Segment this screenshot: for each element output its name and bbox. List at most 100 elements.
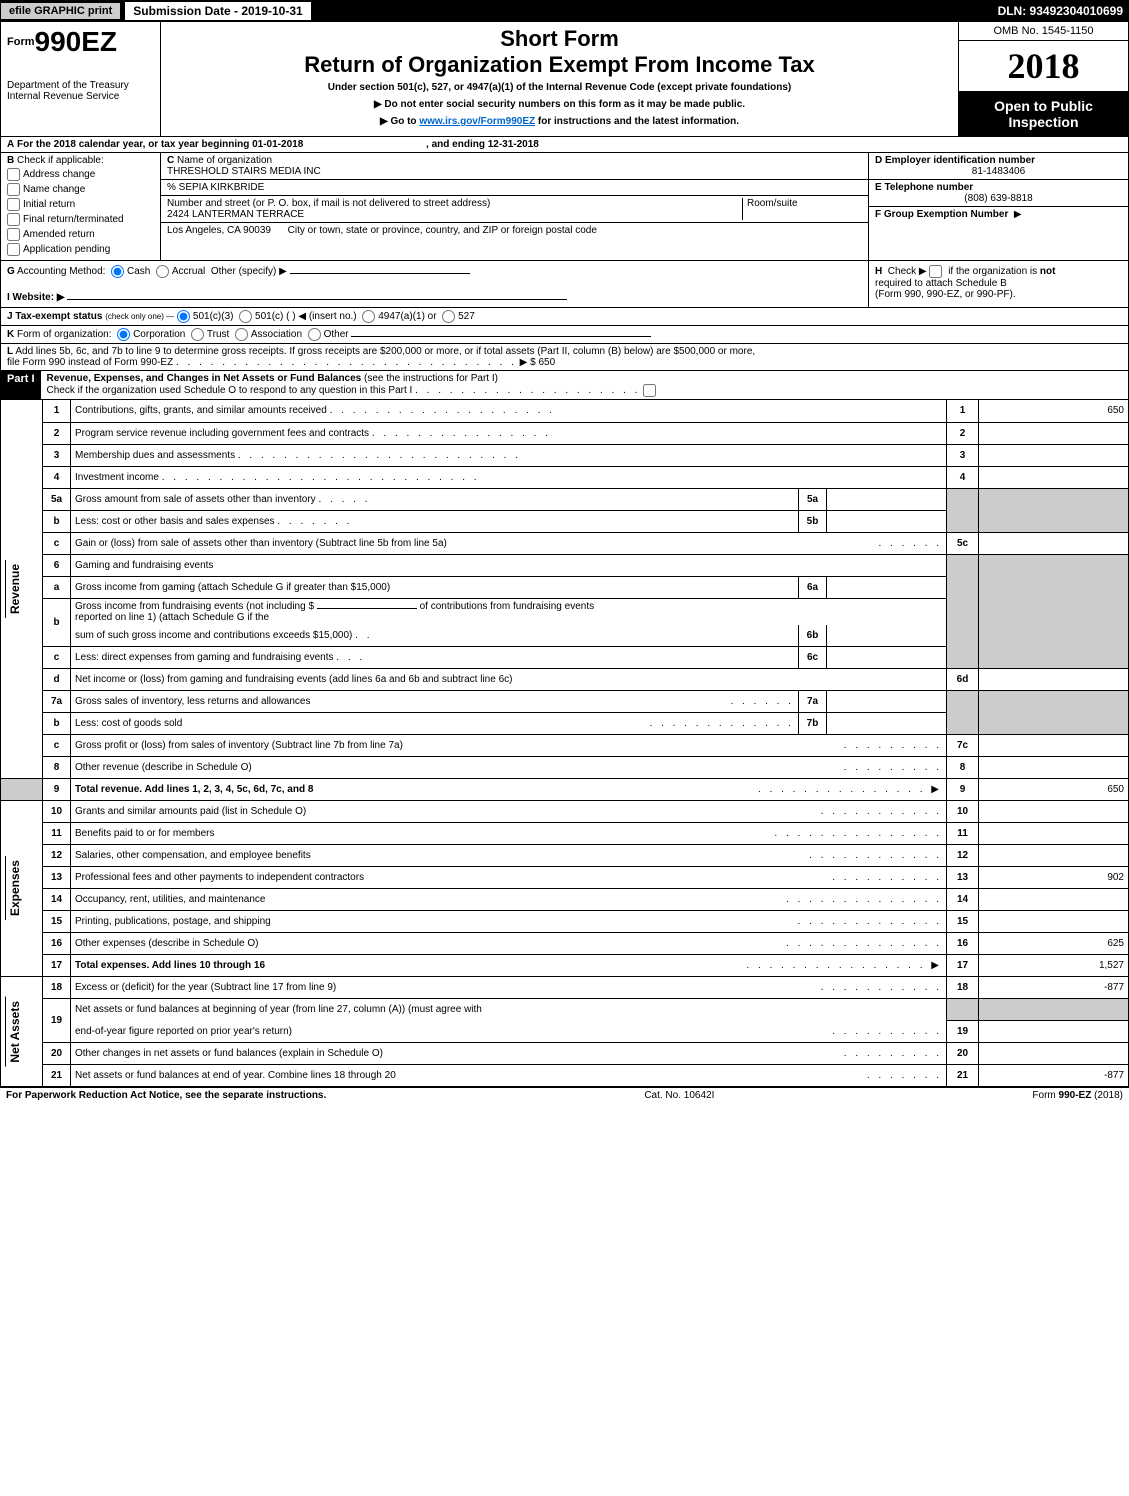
line6b-desc2: of contributions from fundraising events xyxy=(420,601,595,612)
chk-amended-return[interactable]: Amended return xyxy=(7,228,154,241)
line8-no: 8 xyxy=(43,757,71,779)
part1-title-wrap: Revenue, Expenses, and Changes in Net As… xyxy=(41,371,1128,399)
line4-no: 4 xyxy=(43,466,71,488)
chk-name-change[interactable]: Name change xyxy=(7,183,154,196)
h-text3: required to attach Schedule B xyxy=(875,278,1007,289)
chk-initial-return[interactable]: Initial return xyxy=(7,198,154,211)
radio-accrual[interactable] xyxy=(156,265,169,278)
line21-box: 21 xyxy=(947,1065,979,1087)
side-9 xyxy=(1,779,43,801)
line7b-no: b xyxy=(43,713,71,735)
line-5c: c Gain or (loss) from sale of assets oth… xyxy=(1,532,1129,554)
line11-amt xyxy=(979,823,1129,845)
city-value: Los Angeles, CA 90039 xyxy=(167,225,271,236)
other-specify-input[interactable] xyxy=(290,273,470,274)
line7c-no: c xyxy=(43,735,71,757)
line12-box: 12 xyxy=(947,845,979,867)
line18-box: 18 xyxy=(947,977,979,999)
line6d-no: d xyxy=(43,669,71,691)
col-h: H Check ▶ if the organization is not req… xyxy=(868,261,1128,307)
irs-link[interactable]: www.irs.gov/Form990EZ xyxy=(419,116,535,127)
chk-final-return[interactable]: Final return/terminated xyxy=(7,213,154,226)
line-11: 11 Benefits paid to or for members . . .… xyxy=(1,823,1129,845)
line3-desc: Membership dues and assessments xyxy=(75,450,235,461)
radio-501c3[interactable] xyxy=(177,310,190,323)
line6b-desc3: reported on line 1) (attach Schedule G i… xyxy=(75,612,269,623)
line-9: 9 Total revenue. Add lines 1, 2, 3, 4, 5… xyxy=(1,779,1129,801)
line15-box: 15 xyxy=(947,911,979,933)
line13-no: 13 xyxy=(43,867,71,889)
line5a-subamt xyxy=(827,488,947,510)
line-17: 17 Total expenses. Add lines 10 through … xyxy=(1,955,1129,977)
line6-no: 6 xyxy=(43,554,71,576)
line17-box: 17 xyxy=(947,955,979,977)
line7b-subamt xyxy=(827,713,947,735)
website-input[interactable] xyxy=(67,299,567,300)
line4-amt xyxy=(979,466,1129,488)
line16-box: 16 xyxy=(947,933,979,955)
col-g: G Accounting Method: Cash Accrual Other … xyxy=(1,261,868,307)
line6b-desc1: Gross income from fundraising events (no… xyxy=(75,601,314,612)
phone-row: E Telephone number (808) 639-8818 xyxy=(869,180,1128,207)
footer: For Paperwork Reduction Act Notice, see … xyxy=(0,1087,1129,1103)
e-label: E Telephone number xyxy=(875,182,973,193)
line6b-sub: 6b xyxy=(799,625,827,647)
radio-trust[interactable] xyxy=(191,328,204,341)
dept-treasury: Department of the Treasury xyxy=(7,80,154,91)
c-label: C xyxy=(167,155,174,166)
other-org-input[interactable] xyxy=(351,336,651,337)
top-bar: efile GRAPHIC print Submission Date - 20… xyxy=(0,0,1129,22)
radio-corp[interactable] xyxy=(117,328,130,341)
care-of-row: % SEPIA KIRKBRIDE xyxy=(161,180,868,196)
line1-amt: 650 xyxy=(979,400,1129,422)
chk-h[interactable] xyxy=(929,265,942,278)
l-text1: Add lines 5b, 6c, and 7b to line 9 to de… xyxy=(15,346,755,357)
line5b-desc: Less: cost or other basis and sales expe… xyxy=(75,516,275,527)
street-row: Number and street (or P. O. box, if mail… xyxy=(161,196,868,223)
line8-amt xyxy=(979,757,1129,779)
line4-desc: Investment income xyxy=(75,472,159,483)
line10-desc: Grants and similar amounts paid (list in… xyxy=(75,806,306,817)
chk-app-pending[interactable]: Application pending xyxy=(7,243,154,256)
street-label: Number and street (or P. O. box, if mail… xyxy=(167,198,490,209)
line9-amt: 650 xyxy=(979,779,1129,801)
line2-no: 2 xyxy=(43,422,71,444)
h-check-text: Check ▶ xyxy=(888,266,927,277)
tax-year: 2018 xyxy=(959,41,1128,92)
radio-527[interactable] xyxy=(442,310,455,323)
line6c-no: c xyxy=(43,647,71,669)
radio-other-org[interactable] xyxy=(308,328,321,341)
accounting-method-label: Accounting Method: xyxy=(17,266,105,277)
line1-desc: Contributions, gifts, grants, and simila… xyxy=(75,405,327,416)
line-7c: c Gross profit or (loss) from sales of i… xyxy=(1,735,1129,757)
line5b-sub: 5b xyxy=(799,510,827,532)
line6b-blank[interactable] xyxy=(317,608,417,609)
radio-cash[interactable] xyxy=(111,265,124,278)
chk-address-change[interactable]: Address change xyxy=(7,168,154,181)
line7c-desc: Gross profit or (loss) from sales of inv… xyxy=(75,740,403,751)
line3-box: 3 xyxy=(947,444,979,466)
under-section-text: Under section 501(c), 527, or 4947(a)(1)… xyxy=(165,82,954,93)
omb-number: OMB No. 1545-1150 xyxy=(959,22,1128,41)
radio-501c[interactable] xyxy=(239,310,252,323)
efile-print-button[interactable]: efile GRAPHIC print xyxy=(0,2,121,20)
form-ref: Form 990-EZ (2018) xyxy=(1032,1090,1123,1101)
opt-501c: 501(c) ( ) ◀ (insert no.) xyxy=(255,311,357,322)
line9-no: 9 xyxy=(43,779,71,801)
line-6d: d Net income or (loss) from gaming and f… xyxy=(1,669,1129,691)
radio-assoc[interactable] xyxy=(235,328,248,341)
line7b-sub: 7b xyxy=(799,713,827,735)
line13-amt: 902 xyxy=(979,867,1129,889)
phone-value: (808) 639-8818 xyxy=(875,193,1122,204)
radio-4947[interactable] xyxy=(362,310,375,323)
line6a-sub: 6a xyxy=(799,576,827,598)
line5c-amt xyxy=(979,532,1129,554)
line20-desc: Other changes in net assets or fund bala… xyxy=(75,1048,383,1059)
expenses-side-label: Expenses xyxy=(5,856,24,920)
line-2: 2 Program service revenue including gove… xyxy=(1,422,1129,444)
line1-box: 1 xyxy=(947,400,979,422)
line6d-amt xyxy=(979,669,1129,691)
j-note: (check only one) — xyxy=(105,312,174,321)
line-5a: 5a Gross amount from sale of assets othe… xyxy=(1,488,1129,510)
chk-schedule-o[interactable] xyxy=(643,384,656,397)
